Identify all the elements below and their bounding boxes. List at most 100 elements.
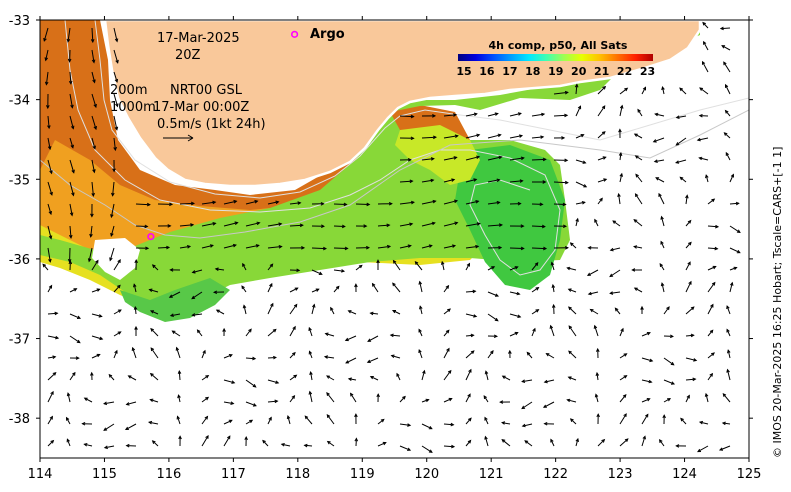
current-vector (532, 180, 547, 184)
current-vector (707, 352, 715, 359)
current-vector (675, 115, 687, 119)
land-australia (103, 20, 702, 188)
current-vector (131, 346, 137, 359)
current-vector (242, 262, 247, 271)
current-vector (729, 173, 734, 183)
current-vector (91, 93, 97, 109)
current-vector (396, 372, 401, 381)
current-vector (91, 259, 99, 271)
current-vector (531, 246, 548, 251)
current-vector (707, 198, 716, 205)
current-vector (465, 333, 475, 338)
current-vector (721, 421, 731, 426)
lat-tick-label: -37 (9, 333, 30, 348)
lon-tick-label: 122 (543, 467, 568, 482)
current-vector (487, 334, 499, 339)
current-vector (134, 258, 138, 271)
current-vector (399, 200, 415, 205)
current-vector (83, 397, 93, 403)
current-vector (267, 379, 280, 384)
current-vector (679, 87, 687, 95)
current-vector (355, 264, 363, 271)
current-vector (369, 311, 379, 316)
current-vector (113, 49, 119, 64)
current-vector (376, 393, 380, 403)
lon-tick-label: 117 (221, 467, 246, 482)
current-vector (223, 401, 235, 405)
current-vector (267, 302, 274, 315)
current-vector (333, 224, 346, 229)
current-vector (289, 325, 296, 337)
current-vector (653, 159, 665, 163)
current-vector (465, 313, 478, 318)
current-vector (499, 400, 511, 404)
current-vector (311, 224, 325, 229)
colorbar-tick-label: 23 (640, 65, 655, 78)
current-vector (443, 221, 459, 227)
current-vector (267, 399, 279, 404)
current-vector (421, 221, 436, 227)
current-vector (179, 201, 196, 206)
current-vector (662, 414, 666, 425)
current-vector (618, 151, 623, 161)
current-vector (508, 349, 512, 359)
current-vector (113, 349, 118, 359)
colorbar-title: 4h comp, p50, All Sats (489, 39, 628, 52)
date-label: 17-Mar-2025 (157, 31, 240, 46)
current-vector (241, 285, 247, 293)
map-plot-area (40, 20, 749, 453)
current-vector (680, 417, 687, 425)
current-vector (597, 438, 606, 447)
current-vector (723, 61, 731, 73)
current-vector (594, 218, 599, 227)
current-vector (509, 224, 525, 228)
current-vector (640, 305, 644, 314)
current-vector (308, 390, 313, 403)
current-vector (113, 115, 119, 131)
sst-cool-eddy (455, 145, 565, 290)
current-vector (465, 393, 471, 403)
current-vector (707, 303, 714, 315)
current-vector (389, 333, 401, 338)
current-vector (575, 159, 587, 164)
current-vector (267, 416, 272, 425)
lat-tick-label: -35 (9, 173, 30, 188)
current-vector (597, 105, 606, 117)
colorbar-gradient (458, 54, 653, 61)
current-vector (112, 159, 116, 173)
current-vector (151, 440, 159, 447)
current-vector (47, 203, 52, 216)
current-vector (90, 203, 94, 218)
lon-tick-label: 125 (737, 467, 762, 482)
current-vector (702, 21, 709, 29)
current-vector (418, 348, 423, 359)
lon-tick-label: 120 (414, 467, 439, 482)
current-vector (355, 245, 371, 250)
current-vector (69, 93, 74, 109)
lon-tick-label: 116 (156, 467, 181, 482)
current-vector (597, 197, 603, 205)
colorbar-tick-label: 16 (479, 65, 495, 78)
current-vector (267, 355, 277, 360)
current-vector (326, 392, 335, 403)
current-vector (45, 93, 50, 110)
current-vector (729, 266, 738, 271)
current-vector (698, 113, 709, 118)
current-vector (553, 180, 569, 185)
current-vector (521, 401, 533, 410)
current-vector (586, 269, 599, 276)
current-vector (487, 349, 494, 359)
depth-contours (40, 20, 749, 276)
current-vector (223, 419, 233, 425)
lon-tick-label: 114 (28, 467, 53, 482)
current-vector (531, 157, 547, 162)
current-vector (47, 311, 59, 316)
current-vector (289, 287, 299, 293)
lon-tick-label: 119 (350, 467, 375, 482)
current-vector (212, 290, 225, 295)
current-vector (344, 335, 357, 342)
colorbar-tick-label: 22 (617, 65, 632, 78)
current-vector (568, 306, 577, 315)
current-vector (633, 218, 643, 227)
contour-1000m-label: 1000m (110, 100, 156, 115)
